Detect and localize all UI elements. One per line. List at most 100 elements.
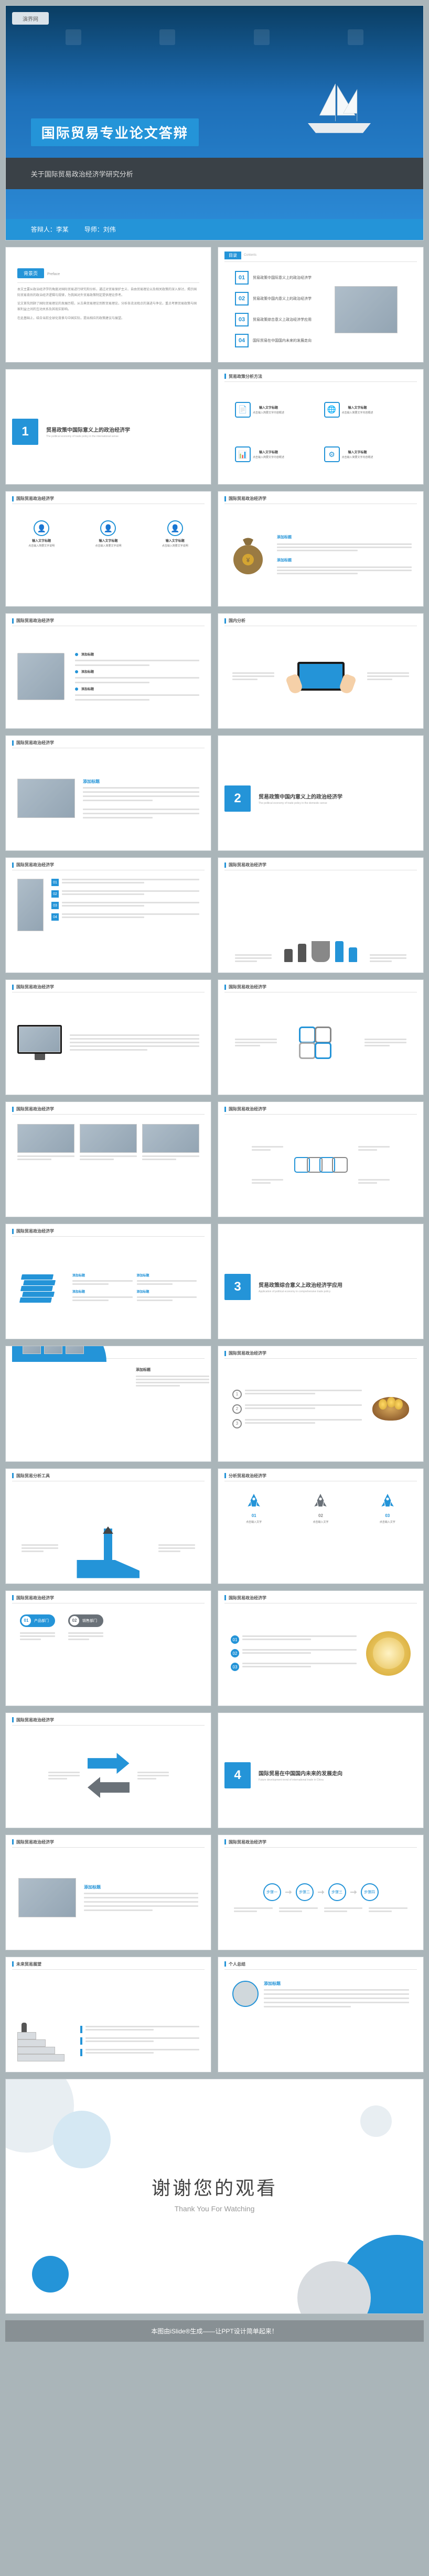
hand-point-image: [17, 653, 65, 700]
subtitle-bar: 关于国际贸易政治经济学研究分析: [6, 158, 423, 189]
pills-slide: 国际贸易政治经济学 01产品部门 02销售部门: [5, 1590, 211, 1706]
books-slide: 国际贸易政治经济学 添加标题 添加标题 添加标题 添加标题: [5, 1224, 211, 1339]
box-item: 📄输入文字标题点击输入简要文字内容概述: [235, 390, 318, 429]
num-icon: 1: [232, 1390, 242, 1399]
pencil-curve-slide: 国际贸易政治经济学 添加标题: [5, 1346, 211, 1461]
box-item: 📊输入文字标题点击输入简要文字内容概述: [235, 435, 318, 474]
num-icon: 3: [232, 1419, 242, 1428]
process-slide: 国际贸易政治经济学 步骤一 步骤二 步骤三 步骤四: [218, 1835, 424, 1950]
main-title: 国际贸易专业论文答辩: [41, 123, 188, 142]
monitor-icon: [17, 1025, 62, 1060]
money-bag-slide: 国际贸易政治经济学 ¥ 添加标题 添加标题: [218, 491, 424, 607]
coins-circle-slide: 国际贸易政治经济学 01 02 03: [218, 1590, 424, 1706]
toc-item: 02贸易政策中国内意义上的政治经济学: [235, 292, 316, 305]
pill-tag: 02销售部门: [68, 1614, 103, 1627]
svg-text:¥: ¥: [246, 556, 250, 564]
chess-slide: 国际贸易政治经济学: [218, 857, 424, 973]
rocket-item: 03 点击输入文字: [372, 1492, 403, 1524]
image-text-slide: 国际贸易政治经济学 添加标题: [5, 735, 211, 851]
books-icon: [20, 1271, 62, 1303]
four-box-slide: 贸易政策分析方法 📄输入文字标题点击输入简要文字内容概述 🌐输入文字标题点击输入…: [218, 369, 424, 485]
title-box: 国际贸易专业论文答辩: [31, 118, 199, 146]
nest-slide: 国际贸易政治经济学 1 2 3: [218, 1346, 424, 1461]
person-icon: 👤: [100, 520, 116, 536]
toc-item: 03贸易政策综合意义上政治经济学应用: [235, 313, 316, 326]
circle-item: 👤输入文字标题点击输入简要文字说明: [26, 520, 57, 548]
gear-icon: ⚙: [324, 446, 340, 462]
nest-icon: [372, 1397, 409, 1421]
cover-slide: 演界网 国际贸易专业论文答辩 关于国际贸易政治经济学研究分析 答辩人：李某 导师…: [5, 5, 424, 241]
chart-icon: 📊: [235, 446, 251, 462]
circle-item: 👤输入文字标题点击输入简要文字说明: [159, 520, 191, 548]
doc-icon: 📄: [235, 402, 251, 418]
team-image: [80, 1124, 137, 1153]
logo: 演界网: [12, 12, 49, 25]
stairs-slide: 未来贸易展望: [5, 1957, 211, 2072]
num-icon: 2: [232, 1404, 242, 1414]
cover-footer: 答辩人：李某 导师：刘伟: [6, 219, 423, 240]
three-circle-slide: 国际贸易政治经济学 👤输入文字标题点击输入简要文字说明 👤输入文字标题点击输入简…: [5, 491, 211, 607]
globe-icon: 🌐: [324, 402, 340, 418]
box-item: 🌐输入文字标题点击输入简要文字内容概述: [324, 390, 407, 429]
three-image-slide: 国际贸易政治经济学: [5, 1101, 211, 1217]
thanks-slide: 谢谢您的观看 Thank You For Watching: [5, 2079, 424, 2314]
landscape-img-slide: 国际贸易政治经济学 添加标题: [5, 1835, 211, 1950]
avatar-image: [232, 1981, 259, 2007]
rocket-item: 02 点击输入文字: [305, 1492, 336, 1524]
section-4-divider: 4 国际贸易在中国国内未来的发展走向 Future development tr…: [218, 1712, 424, 1828]
person-icon: 👤: [34, 520, 49, 536]
mentor: 导师：刘伟: [84, 225, 116, 234]
arrow-left-icon: [88, 1777, 130, 1798]
thanks-zh: 谢谢您的观看: [6, 2173, 423, 2200]
arrow-pair: [88, 1753, 130, 1798]
reporter: 答辩人：李某: [31, 225, 69, 234]
pill-tag: 01产品部门: [20, 1614, 55, 1627]
chain-slide: 国际贸易政治经济学: [218, 1101, 424, 1217]
section-3-divider: 3 贸易政策综合意义上政治经济学应用 Application of politi…: [218, 1224, 424, 1339]
team-image: [17, 1124, 74, 1153]
section-number: 1: [12, 419, 38, 445]
meeting-image: [18, 1878, 76, 1917]
rocket-icon: [378, 1492, 397, 1511]
contents-slide: 目录Contents 01贸易政策中国际意义上的政治经济学 02贸易政策中国内意…: [218, 247, 424, 363]
toc-item: 01贸易政策中国际意义上的政治经济学: [235, 271, 316, 285]
person-icon: [22, 2023, 27, 2032]
rockets-slide: 分析贸易政治经济学 01 点击输入文字 02 点击输入文字 03 点击输入文字: [218, 1468, 424, 1584]
rocket-icon: [244, 1492, 263, 1511]
contents-image: [335, 286, 398, 333]
arrows-slide: 国际贸易政治经济学: [5, 1712, 211, 1828]
chess-illustration: [284, 941, 357, 962]
chain-icon: [294, 1157, 348, 1173]
pencil-launch-slide: 国际贸易分析工具: [5, 1468, 211, 1584]
subtitle-text: 关于国际贸易政治经济学研究分析: [31, 169, 133, 179]
thanks-en: Thank You For Watching: [6, 2204, 423, 2213]
ship-illustration: [297, 76, 381, 139]
toc-item: 04国际贸易在中国国内未来的发展走向: [235, 334, 316, 347]
arrow-right-icon: [88, 1753, 130, 1774]
profile-slide: 个人总结 添加标题: [218, 1957, 424, 2072]
tablet-icon: [297, 662, 345, 691]
person-icon: 👤: [167, 520, 183, 536]
coins-image: [366, 1631, 411, 1676]
section-1-divider: 1 贸易政策中国际意义上的政治经济学 The political economy…: [5, 369, 211, 485]
business-image: [17, 779, 75, 818]
tablet-slide: 国内分析: [218, 613, 424, 729]
circle-item: 👤输入文字标题点击输入简要文字说明: [92, 520, 124, 548]
team-image: [142, 1124, 199, 1153]
profile-card: 添加标题: [232, 1981, 409, 2007]
pencil-rocket: [77, 1529, 140, 1578]
attribution-bar: 本图由iSlide®生成——让PPT设计简单起来！: [5, 2320, 424, 2342]
money-bag-icon: ¥: [230, 533, 266, 575]
preface-slide: 背景页 Preface 本文主要从政治经济学的角度对国际贸易进行研究和分析，通过…: [5, 247, 211, 363]
interlock-slide: 国际贸易政治经济学: [218, 979, 424, 1095]
section-number: 3: [224, 1274, 251, 1300]
section-number: 4: [224, 1762, 251, 1788]
section-2-divider: 2 贸易政策中国内意义上的政治经济学 The political economy…: [218, 735, 424, 851]
pointing-slide: 国际贸易政治经济学 添加标题 添加标题 添加标题: [5, 613, 211, 729]
process-flow: 步骤一 步骤二 步骤三 步骤四: [263, 1883, 379, 1901]
box-item: ⚙输入文字标题点击输入简要文字内容概述: [324, 435, 407, 474]
section-number: 2: [224, 785, 251, 812]
rocket-icon: [311, 1492, 330, 1511]
interlock-icon: [300, 1028, 342, 1058]
tall-image: [17, 879, 44, 931]
